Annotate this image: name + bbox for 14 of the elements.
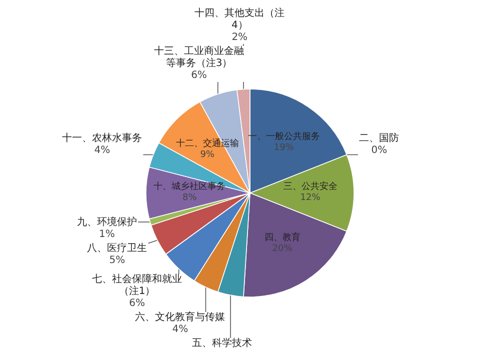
data-label: 1%	[98, 229, 116, 242]
slice-label: 十一、农林水事务	[62, 133, 142, 146]
slice-label: 八、医疗卫生	[87, 243, 148, 256]
data-label: 4%	[171, 324, 190, 336]
slice-label: 十三、工业商业金融等事务（注3）	[153, 46, 245, 70]
data-label: 4%	[93, 145, 112, 158]
slice-label: 六、文化教育与传媒	[135, 312, 226, 324]
data-label: 6%	[128, 298, 146, 310]
data-label: 6%	[190, 70, 208, 82]
slice-label: 十四、其他支出（注4）	[194, 8, 286, 32]
data-label: 2%	[230, 32, 249, 44]
slice-label: 七、社会保障和就业（注1）	[91, 274, 184, 298]
data-label: 5%	[108, 255, 126, 268]
slice-label: 九、环境保护	[76, 217, 137, 230]
